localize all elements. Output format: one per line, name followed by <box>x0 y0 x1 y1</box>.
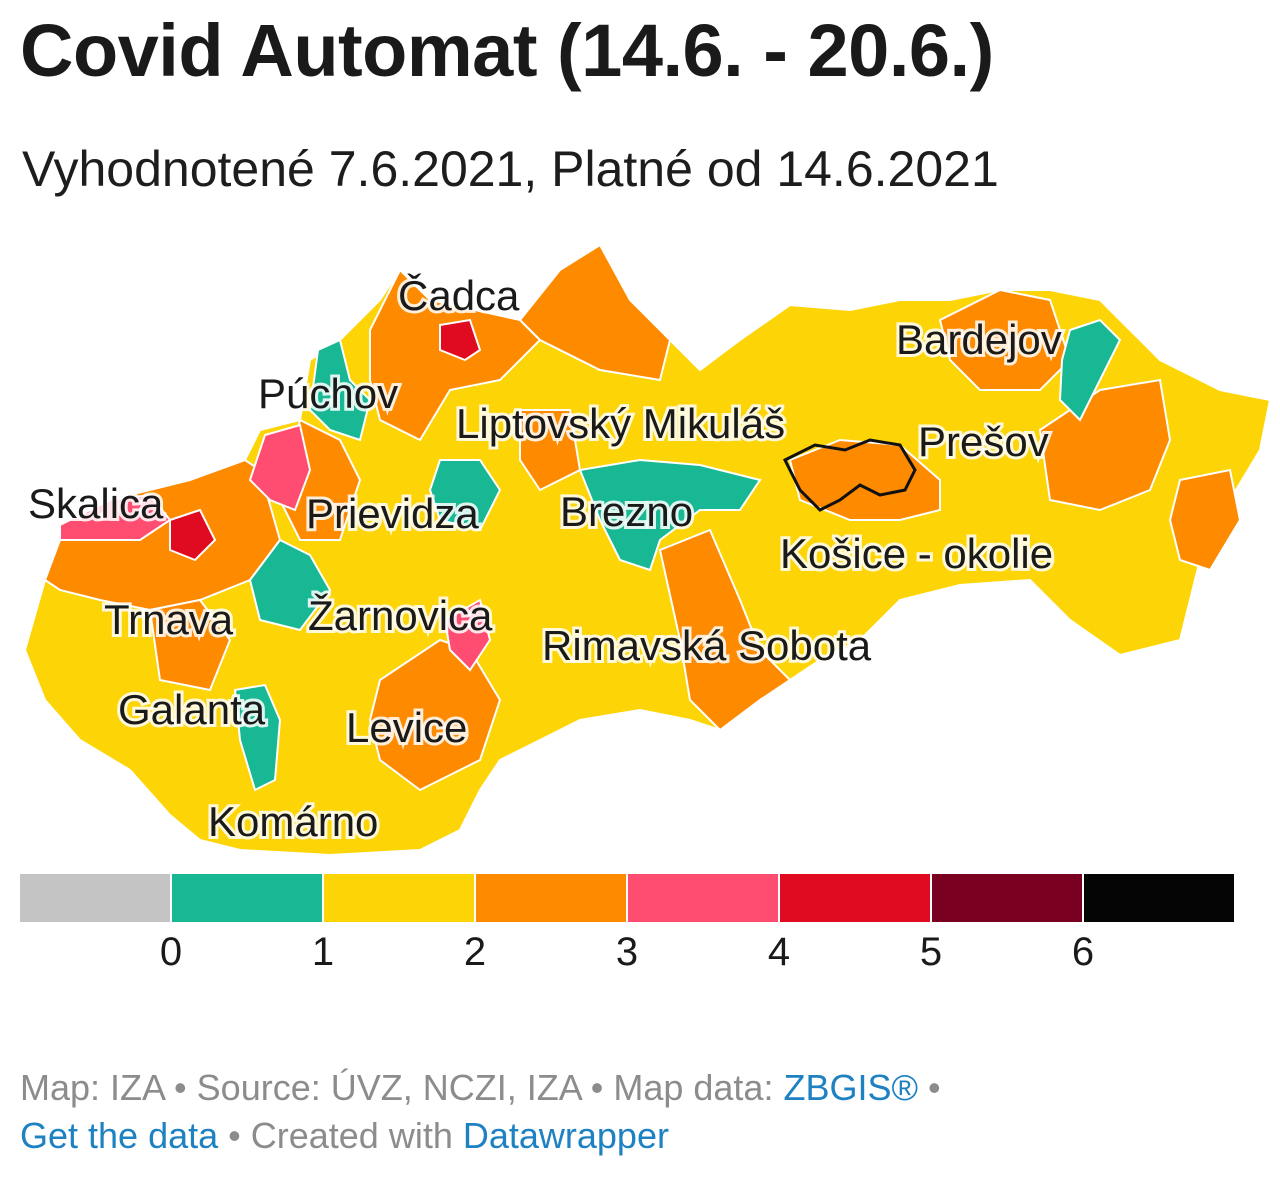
legend-box-1 <box>172 874 322 922</box>
legend-tick-5: 5 <box>919 930 943 974</box>
district-far-east-orange[interactable] <box>1168 468 1242 572</box>
legend-tick-3: 3 <box>615 930 639 974</box>
footer-attribution: Map: IZA • Source: ÚVZ, NCZI, IZA • Map … <box>20 1064 1260 1160</box>
slovakia-district-map: Čadca Púchov Liptovský Mikuláš Bardejov … <box>23 243 1272 857</box>
legend-box-4 <box>628 874 778 922</box>
label-liptovsky-mikulas: Liptovský Mikuláš <box>456 400 785 447</box>
label-skalica: Skalica <box>28 480 164 527</box>
district-west-green[interactable] <box>248 538 332 632</box>
district-bardejov-orange[interactable] <box>938 288 1072 391</box>
district-central-green-1[interactable] <box>428 459 502 532</box>
district-brezno[interactable] <box>578 458 762 572</box>
legend-box-0 <box>20 874 170 922</box>
district-rimavska-sobota[interactable] <box>658 528 792 732</box>
legend-box-5 <box>780 874 930 922</box>
legend-box-2 <box>324 874 474 922</box>
district-kysuce-east[interactable] <box>518 243 672 382</box>
highlighted-district-outline <box>782 438 917 512</box>
label-puchov: Púchov <box>258 370 398 417</box>
district-bardejov-green[interactable] <box>1058 318 1122 422</box>
legend-box-6 <box>932 874 1082 922</box>
label-prievidza: Prievidza <box>306 490 479 537</box>
footer-separator: • <box>918 1067 941 1108</box>
label-brezno: Brezno <box>560 488 693 535</box>
district-pink-north[interactable] <box>248 423 312 512</box>
district-puchov-green[interactable] <box>308 338 372 442</box>
label-trnava: Trnava <box>104 596 234 643</box>
legend-tick-6: 6 <box>1071 930 1095 974</box>
label-bardejov: Bardejov <box>896 316 1062 363</box>
district-galanta-green[interactable] <box>233 683 282 792</box>
district-red-west[interactable] <box>169 508 217 562</box>
label-levice: Levice <box>346 704 467 751</box>
datawrapper-link[interactable]: Datawrapper <box>462 1115 669 1156</box>
labels-layer: Čadca Púchov Liptovský Mikuláš Bardejov … <box>25 269 1065 848</box>
legend-box-3 <box>476 874 626 922</box>
label-komarno: Komárno <box>208 798 378 845</box>
district-skalica[interactable] <box>59 493 172 541</box>
label-galanta: Galanta <box>118 686 266 733</box>
chart-title: Covid Automat (14.6. - 20.6.) <box>20 9 994 92</box>
legend-tick-0: 0 <box>159 930 183 974</box>
label-kosice-okolie: Košice - okolie <box>780 530 1053 577</box>
get-the-data-link[interactable]: Get the data <box>20 1115 219 1156</box>
footer-created-with: • Created with <box>218 1115 463 1156</box>
zbgis-link[interactable]: ZBGIS® <box>783 1067 918 1108</box>
district-zarnovica[interactable] <box>443 598 492 672</box>
districts-layer <box>23 243 1272 857</box>
color-legend: 0 1 2 3 4 5 6 <box>20 874 1234 974</box>
label-rimavska-sobota: Rimavská Sobota <box>542 622 872 669</box>
chart-subtitle: Vyhodnotené 7.6.2021, Platné od 14.6.202… <box>22 141 999 197</box>
district-red-north[interactable] <box>439 318 482 362</box>
legend-tick-2: 2 <box>463 930 487 974</box>
footer-sources: Map: IZA • Source: ÚVZ, NCZI, IZA • Map … <box>20 1067 784 1108</box>
legend-tick-4: 4 <box>767 930 791 974</box>
label-presov: Prešov <box>918 418 1049 465</box>
label-zarnovica: Žarnovica <box>308 592 493 639</box>
legend-tick-1: 1 <box>311 930 335 974</box>
legend-box-7 <box>1084 874 1234 922</box>
label-cadca: Čadca <box>398 272 520 319</box>
district-liptov-orange[interactable] <box>519 409 582 492</box>
district-trnava[interactable] <box>148 598 232 692</box>
